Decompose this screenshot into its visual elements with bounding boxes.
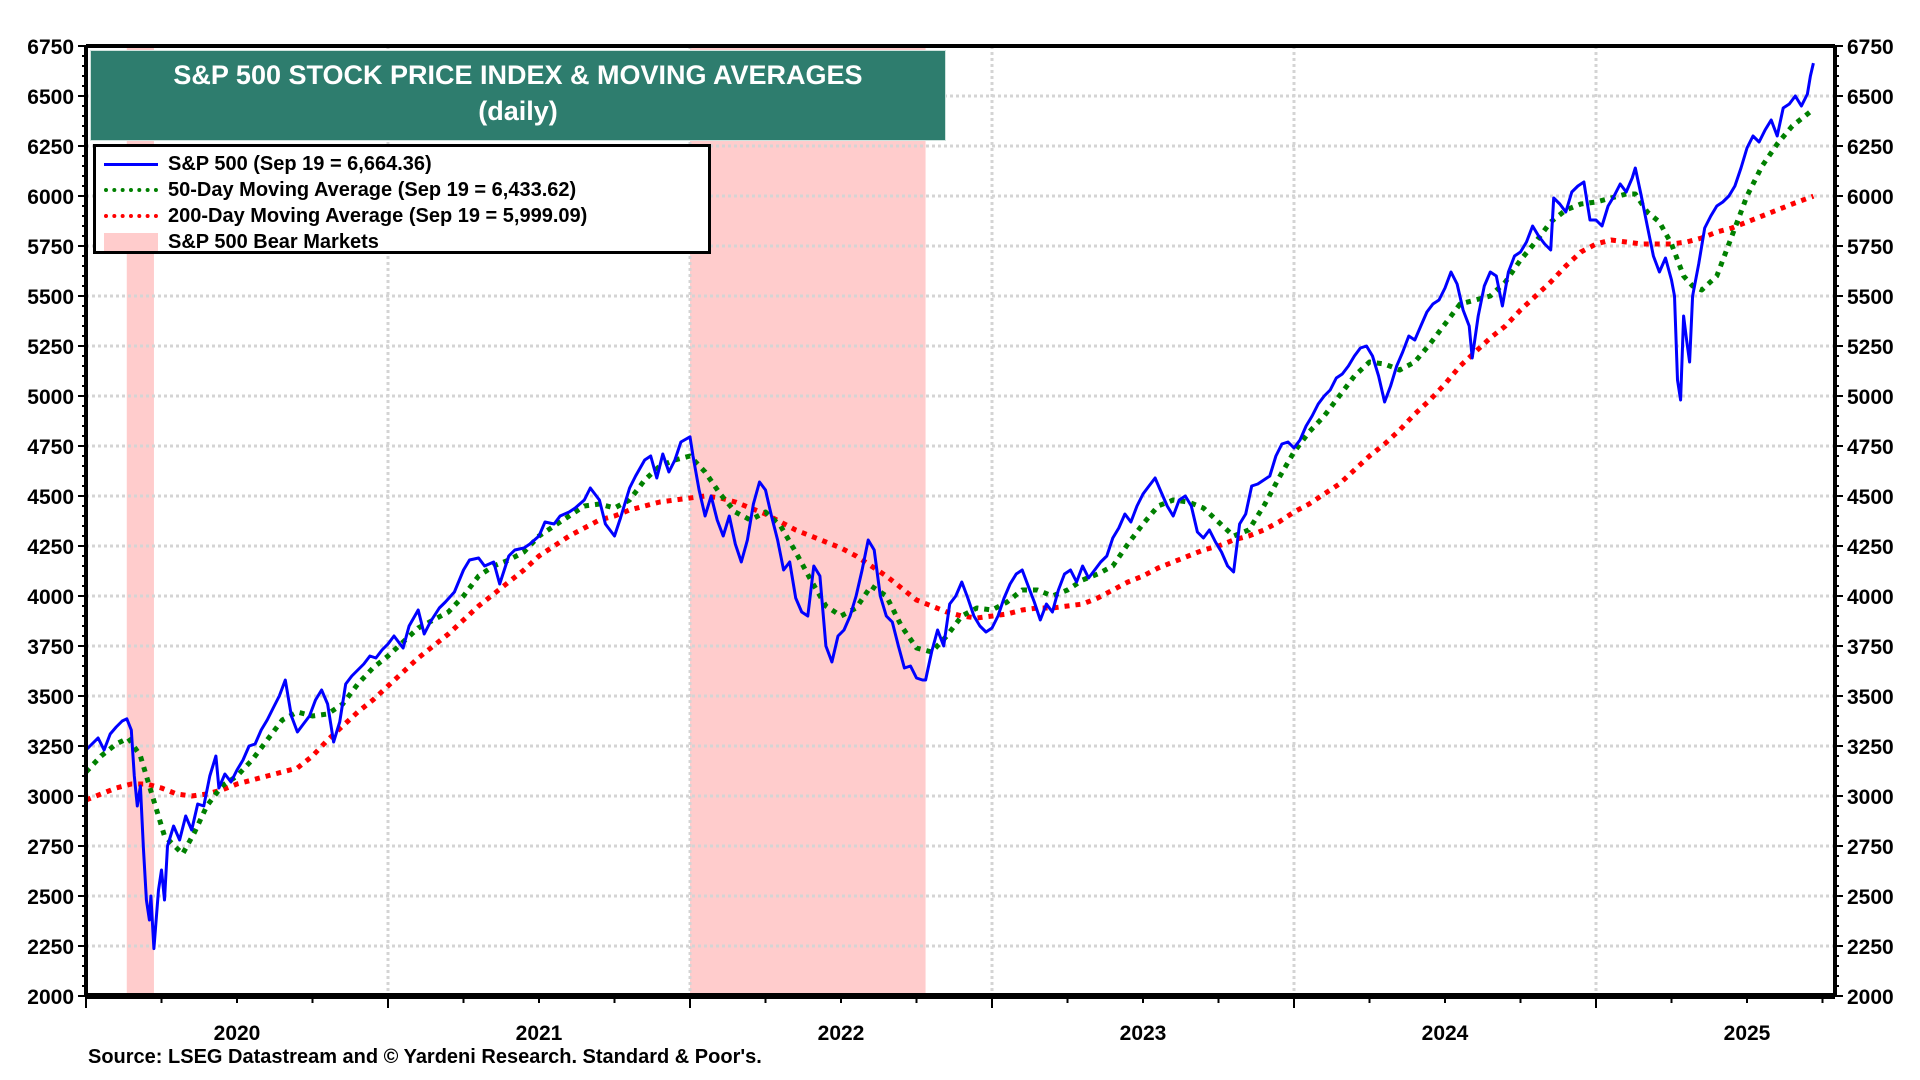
y-tick-label-right: 2500 xyxy=(1847,886,1894,909)
x-tick-label: 2021 xyxy=(516,1022,563,1045)
series-lines xyxy=(84,62,1815,951)
legend-label: 50-Day Moving Average (Sep 19 = 6,433.62… xyxy=(168,178,577,201)
y-tick-label-right: 4250 xyxy=(1847,536,1894,559)
y-tick-label-left: 6250 xyxy=(27,136,74,159)
y-tick-label-left: 3000 xyxy=(27,786,74,809)
y-tick-label-right: 3250 xyxy=(1847,736,1894,759)
y-tick-label-right: 3500 xyxy=(1847,686,1894,709)
y-tick-label-left: 6500 xyxy=(27,86,74,109)
y-tick-label-right: 5250 xyxy=(1847,336,1894,359)
y-tick-label-right: 5750 xyxy=(1847,236,1894,259)
y-tick-label-left: 2750 xyxy=(27,836,74,859)
legend-swatch-dotted-green xyxy=(104,188,158,192)
x-tick-label: 2023 xyxy=(1120,1022,1167,1045)
y-tick-label-right: 4750 xyxy=(1847,436,1894,459)
y-tick-label-right: 5500 xyxy=(1847,286,1894,309)
y-tick-label-right: 4500 xyxy=(1847,486,1894,509)
x-tick-label: 2022 xyxy=(818,1022,865,1045)
y-tick-label-left: 2250 xyxy=(27,936,74,959)
legend-item-200day: 200-Day Moving Average (Sep 19 = 5,999.0… xyxy=(104,203,587,229)
x-axis: 2020 2021 2022 2023 2024 2025 xyxy=(85,996,1824,1045)
legend: S&P 500 (Sep 19 = 6,664.36) 50-Day Movin… xyxy=(93,144,711,254)
y-tick-label-right: 2250 xyxy=(1847,936,1894,959)
y-tick-label-right: 6500 xyxy=(1847,86,1894,109)
y-tick-label-left: 6000 xyxy=(27,186,74,209)
y-tick-label-left: 5000 xyxy=(27,386,74,409)
chart-title: S&P 500 STOCK PRICE INDEX & MOVING AVERA… xyxy=(173,60,863,90)
y-tick-label-left: 3750 xyxy=(27,636,74,659)
legend-label: S&P 500 (Sep 19 = 6,664.36) xyxy=(168,152,432,175)
y-tick-label-right: 2750 xyxy=(1847,836,1894,859)
y-tick-label-right: 5000 xyxy=(1847,386,1894,409)
bear-market-band xyxy=(690,46,926,996)
x-tick-label: 2020 xyxy=(214,1022,261,1045)
y-tick-label-right: 4000 xyxy=(1847,586,1894,609)
x-tick-label: 2024 xyxy=(1422,1022,1469,1045)
chart-subtitle: (daily) xyxy=(478,96,558,126)
legend-item-50day: 50-Day Moving Average (Sep 19 = 6,433.62… xyxy=(104,177,576,203)
y-tick-label-left: 4500 xyxy=(27,486,74,509)
y-tick-label-left: 2500 xyxy=(27,886,74,909)
y-tick-label-left: 3250 xyxy=(27,736,74,759)
chart-title-box: S&P 500 STOCK PRICE INDEX & MOVING AVERA… xyxy=(90,50,946,141)
legend-item-bear: S&P 500 Bear Markets xyxy=(104,229,379,255)
legend-swatch-dotted-red xyxy=(104,214,158,218)
y-tick-label-left: 4000 xyxy=(27,586,74,609)
y-tick-label-left: 3500 xyxy=(27,686,74,709)
y-tick-label-right: 3000 xyxy=(1847,786,1894,809)
y-tick-label-left: 5750 xyxy=(27,236,74,259)
x-tick-label: 2025 xyxy=(1724,1022,1771,1045)
legend-swatch-band xyxy=(104,233,158,251)
y-tick-label-left: 2000 xyxy=(27,986,74,1009)
y-axis-right: 2000 2250 2500 2750 3000 3250 3500 3750 4000 4250… xyxy=(1835,36,1894,1009)
legend-label: S&P 500 Bear Markets xyxy=(168,230,379,253)
y-tick-label-left: 5500 xyxy=(27,286,74,309)
y-tick-label-left: 4250 xyxy=(27,536,74,559)
y-tick-label-right: 6250 xyxy=(1847,136,1894,159)
y-tick-label-right: 6750 xyxy=(1847,36,1894,59)
source-note: Source: LSEG Datastream and © Yardeni Re… xyxy=(88,1046,762,1068)
y-axis-left: 2000 2250 2500 2750 3000 3250 3500 3750 4000 4250… xyxy=(27,36,86,1009)
legend-item-sp500: S&P 500 (Sep 19 = 6,664.36) xyxy=(104,151,432,177)
y-tick-label-right: 6000 xyxy=(1847,186,1894,209)
sp500-line xyxy=(84,62,1815,951)
legend-swatch-line xyxy=(104,162,158,166)
y-tick-label-right: 3750 xyxy=(1847,636,1894,659)
y-tick-label-left: 4750 xyxy=(27,436,74,459)
legend-label: 200-Day Moving Average (Sep 19 = 5,999.0… xyxy=(168,204,588,227)
y-tick-label-left: 5250 xyxy=(27,336,74,359)
axes xyxy=(84,44,1837,999)
y-tick-label-right: 2000 xyxy=(1847,986,1894,1009)
y-tick-label-left: 6750 xyxy=(27,36,74,59)
ma200-line xyxy=(85,193,1815,803)
